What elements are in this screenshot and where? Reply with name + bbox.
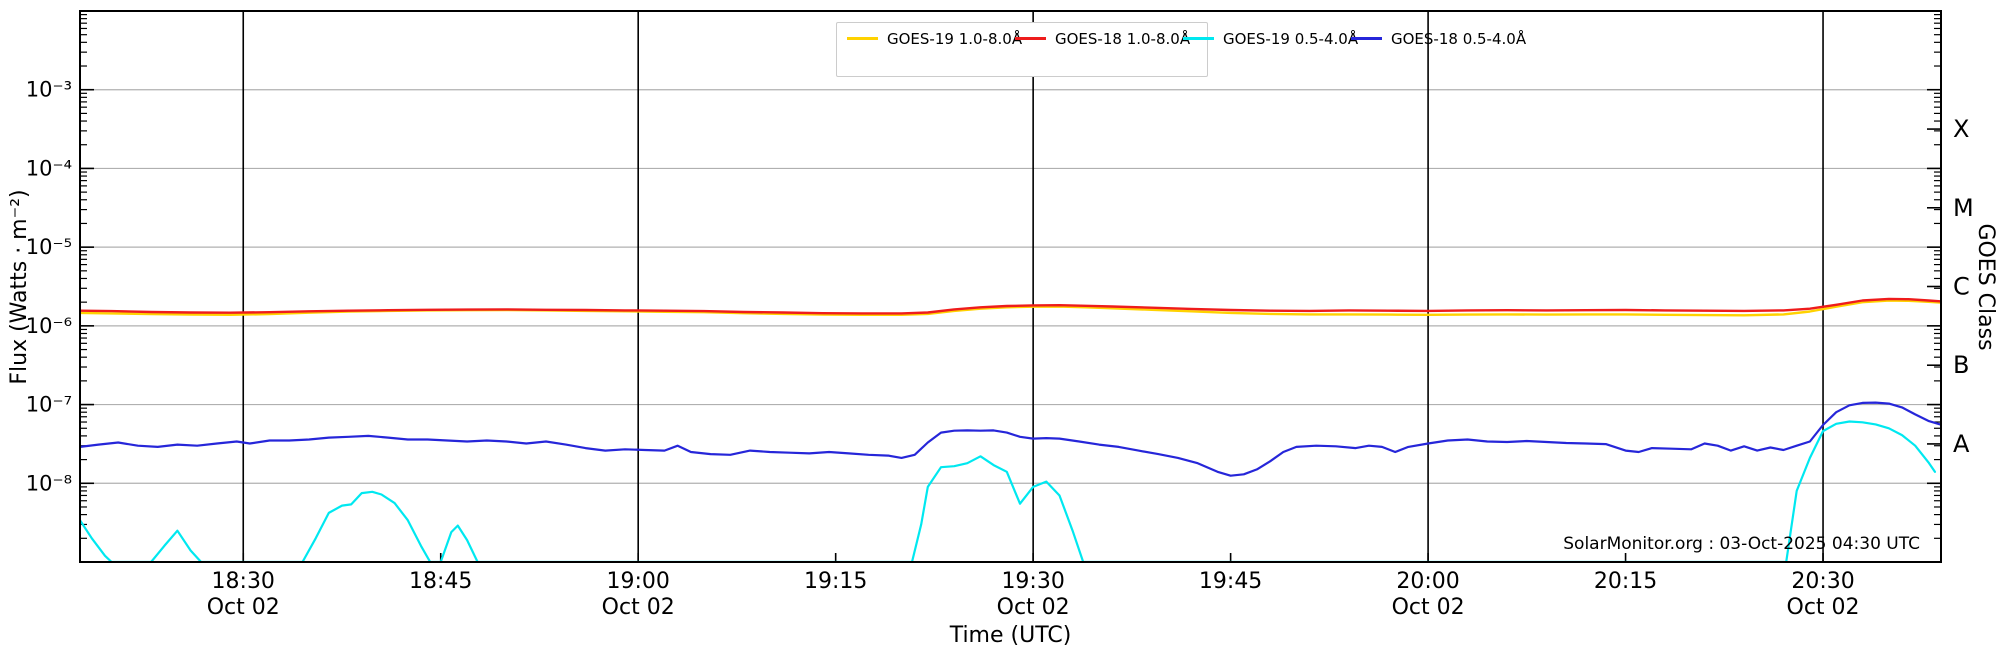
watermark-text: SolarMonitor.org : 03-Oct-2025 04:30 UTC [1563,534,1920,554]
xtick-label: 19:15 [804,569,867,594]
ytick-label: 10⁻⁸ [26,471,72,495]
xtick-day-label: Oct 02 [1787,595,1860,620]
legend-item-goes19-short: GOES-19 0.5-4.0Å [1183,27,1358,50]
y-axis-title: Flux (Watts · m⁻²) [7,189,32,384]
legend-label: GOES-19 1.0-8.0Å [887,29,1023,48]
xtick-label: 19:30 [1001,569,1064,594]
goes-class-label: A [1953,430,1970,458]
ytick-label: 10⁻³ [26,78,72,102]
goes-class-label: X [1953,115,1969,143]
legend-label: GOES-19 0.5-4.0Å [1223,29,1359,48]
goes-class-label: B [1953,351,1969,379]
legend-item-goes19-long: GOES-19 1.0-8.0Å [847,27,1022,50]
ytick-label: 10⁻⁴ [26,156,72,180]
xtick-label: 19:00 [606,569,669,594]
goes-class-label: M [1953,194,1974,222]
series-goes19-long [80,299,1941,317]
xtick-day-label: Oct 02 [602,595,675,620]
xtick-label: 20:15 [1594,569,1657,594]
xtick-day-label: Oct 02 [997,595,1070,620]
xtick-label: 20:00 [1396,569,1459,594]
ytick-label: 10⁻⁷ [26,393,72,417]
right-axis-title: GOES Class [1973,223,1998,350]
legend: GOES-19 1.0-8.0Å GOES-18 1.0-8.0Å GOES-1… [836,22,1526,77]
legend-swatch-goes18-long-icon [1015,37,1046,40]
xtick-label: 19:45 [1199,569,1262,594]
legend-swatch-goes19-long-icon [847,37,878,40]
legend-label: GOES-18 0.5-4.0Å [1391,29,1527,48]
legend-swatch-goes18-short-icon [1351,37,1382,40]
goes-class-label: C [1953,273,1970,301]
ytick-label: 10⁻⁶ [26,314,72,338]
xtick-label: 18:45 [409,569,472,594]
legend-item-goes18-short: GOES-18 0.5-4.0Å [1351,27,1526,50]
legend-item-goes18-long: GOES-18 1.0-8.0Å [1015,27,1190,50]
ytick-label: 10⁻⁵ [26,235,72,259]
series-goes18-short [80,401,1941,477]
legend-swatch-goes19-short-icon [1183,37,1214,40]
xtick-label: 20:30 [1791,569,1854,594]
xtick-day-label: Oct 02 [207,595,280,620]
xtick-label: 18:30 [212,569,275,594]
series-goes19-short [80,420,1937,562]
x-axis-title: Time (UTC) [949,623,1072,648]
legend-label: GOES-18 1.0-8.0Å [1055,29,1191,48]
xtick-day-label: Oct 02 [1392,595,1465,620]
series-goes18-long [80,297,1941,315]
